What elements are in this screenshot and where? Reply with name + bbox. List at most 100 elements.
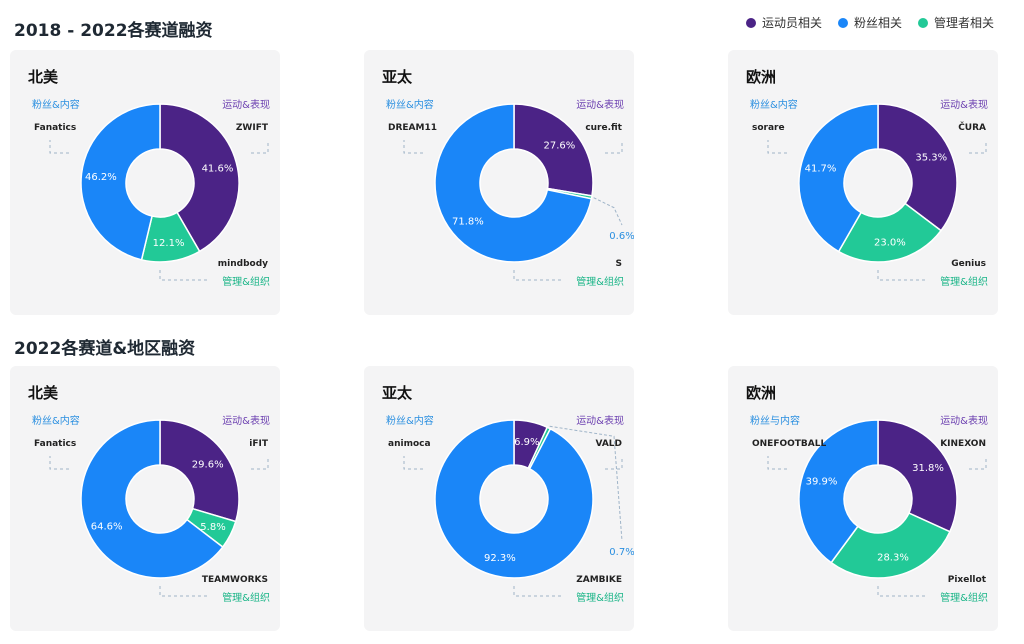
legend-label: 管理者相关 xyxy=(933,16,994,30)
legend: 运动员相关 粉丝相关 管理者相关 xyxy=(745,14,994,31)
donut-slice xyxy=(830,512,951,579)
category-label: 粉丝&内容 xyxy=(386,98,434,111)
category-label: 运动&表现 xyxy=(222,98,270,111)
slice-value-label: 27.6% xyxy=(543,141,575,152)
chart-panel-apac-2018-2022: 亚太 27.6% 0.6% 71.8% 运动&表现 cure.fit 管理&组织 S 粉丝&内容… xyxy=(364,50,634,315)
region-title: 欧洲 xyxy=(746,68,777,86)
chart-panel-eu-2022: 欧洲 31.8% 28.3% 39.9% 运动&表现 KINEXON 管理&组织 Pixell… xyxy=(728,366,998,631)
slice-value-label: 23.0% xyxy=(874,237,906,248)
category-label: 管理&组织 xyxy=(222,275,270,288)
section-title-top: 2018 - 2022各赛道融资 xyxy=(14,21,213,41)
leader-line xyxy=(49,140,69,154)
leader-line xyxy=(403,140,423,154)
company-logo: iFIT xyxy=(249,439,269,449)
leader-line xyxy=(969,140,987,154)
leader-line xyxy=(403,456,423,470)
donut-slice xyxy=(877,103,958,232)
donut-slice xyxy=(513,103,594,197)
leader-line xyxy=(513,270,564,281)
legend-label: 粉丝相关 xyxy=(853,16,902,30)
company-logo: ZWIFT xyxy=(236,123,269,133)
category-label: 管理&组织 xyxy=(576,591,624,604)
donut-slice xyxy=(837,202,943,263)
donut-slice xyxy=(159,419,240,523)
chart-panel-eu-2018-2022: 欧洲 35.3% 23.0% 41.7% 运动&表现 ČURA 管理&组织 Genius 粉丝&… xyxy=(728,50,998,315)
donut-slice xyxy=(80,419,224,579)
leader-line xyxy=(969,456,987,470)
leader-line xyxy=(605,140,623,154)
slice-value-label: 5.8% xyxy=(200,522,225,533)
legend-item: 粉丝相关 xyxy=(837,14,902,31)
donut-chart: 41.6% 12.1% 46.2% 运动&表现 ZWIFT 管理&组织 mindbody 粉丝… xyxy=(32,98,270,288)
donut-slice xyxy=(159,103,240,253)
leader-line xyxy=(767,456,787,470)
slice-value-label: 29.6% xyxy=(192,459,224,470)
leader-line xyxy=(159,270,210,281)
category-label: 粉丝&内容 xyxy=(750,98,798,111)
slice-value-label: 0.7% xyxy=(609,547,634,558)
category-label: 运动&表现 xyxy=(576,414,624,427)
leader-line xyxy=(877,586,928,597)
slice-value-label: 35.3% xyxy=(915,152,947,163)
leader-line xyxy=(877,270,928,281)
category-label: 粉丝与内容 xyxy=(750,414,800,427)
category-label: 运动&表现 xyxy=(576,98,624,111)
region-title: 北美 xyxy=(28,68,59,86)
company-logo: VALD xyxy=(595,439,622,449)
slice-value-label: 71.8% xyxy=(452,217,484,228)
category-label: 管理&组织 xyxy=(940,591,988,604)
leader-line xyxy=(549,425,623,542)
donut-slice xyxy=(80,103,161,261)
company-logo: KINEXON xyxy=(940,439,986,449)
slice-value-label: 12.1% xyxy=(153,238,185,249)
legend-item: 管理者相关 xyxy=(917,14,994,31)
chart-panel-na-2018-2022: 北美 41.6% 12.1% 46.2% 运动&表现 ZWIFT 管理&组织 mindbody… xyxy=(10,50,280,315)
legend-dot-icon xyxy=(837,17,848,28)
legend-dot-icon xyxy=(745,17,756,28)
company-logo: DREAM11 xyxy=(388,123,437,133)
donut-chart: 31.8% 28.3% 39.9% 运动&表现 KINEXON 管理&组织 Pixellot… xyxy=(750,414,988,604)
company-logo: ONEFOOTBALL xyxy=(752,439,826,449)
leader-line xyxy=(251,140,269,154)
category-label: 运动&表现 xyxy=(940,414,988,427)
company-logo: animoca xyxy=(388,439,431,449)
leader-line xyxy=(593,197,623,226)
donut-chart: 27.6% 0.6% 71.8% 运动&表现 cure.fit 管理&组织 S 粉丝&内容 DR… xyxy=(386,98,634,288)
company-logo: S xyxy=(616,259,622,269)
leader-line xyxy=(49,456,69,470)
company-logo: ZAMBIKE xyxy=(576,575,622,585)
category-label: 管理&组织 xyxy=(222,591,270,604)
section-title-bottom: 2022各赛道&地区融资 xyxy=(14,339,196,359)
region-title: 北美 xyxy=(28,384,59,402)
category-label: 运动&表现 xyxy=(940,98,988,111)
company-logo: Fanatics xyxy=(34,123,76,133)
chart-panel-apac-2022: 亚太 6.9% 0.7% 92.3% 运动&表现 VALD 管理&组织 ZAMBIKE 粉丝&内… xyxy=(364,366,634,631)
donut-slice xyxy=(877,419,958,533)
donut-chart: 6.9% 0.7% 92.3% 运动&表现 VALD 管理&组织 ZAMBIKE 粉丝&内容 a… xyxy=(386,414,634,604)
company-logo: mindbody xyxy=(218,259,268,269)
donut-slice xyxy=(434,419,594,579)
company-logo: Pixellot xyxy=(948,575,987,585)
donut-slice xyxy=(798,419,879,564)
slice-value-label: 92.3% xyxy=(484,553,516,564)
donut-slice xyxy=(434,103,593,263)
category-label: 粉丝&内容 xyxy=(32,414,80,427)
slice-value-label: 0.6% xyxy=(609,231,634,242)
region-title: 亚太 xyxy=(382,68,413,86)
legend-item: 运动员相关 xyxy=(745,14,822,31)
leader-line xyxy=(513,586,564,597)
legend-dot-icon xyxy=(917,17,928,28)
category-label: 粉丝&内容 xyxy=(386,414,434,427)
donut-slice xyxy=(798,103,879,253)
slice-value-label: 64.6% xyxy=(91,521,123,532)
slice-value-label: 41.6% xyxy=(202,164,234,175)
company-logo: Genius xyxy=(951,259,986,269)
slice-value-label: 46.2% xyxy=(85,172,117,183)
legend-label: 运动员相关 xyxy=(761,16,822,30)
donut-chart: 29.6% 5.8% 64.6% 运动&表现 iFIT 管理&组织 TEAMWORKS 粉丝&… xyxy=(32,414,270,604)
region-title: 欧洲 xyxy=(746,384,777,402)
category-label: 运动&表现 xyxy=(222,414,270,427)
donut-chart: 35.3% 23.0% 41.7% 运动&表现 ČURA 管理&组织 Genius 粉丝&内容… xyxy=(750,98,988,288)
leader-line xyxy=(605,456,623,470)
slice-value-label: 31.8% xyxy=(912,463,944,474)
